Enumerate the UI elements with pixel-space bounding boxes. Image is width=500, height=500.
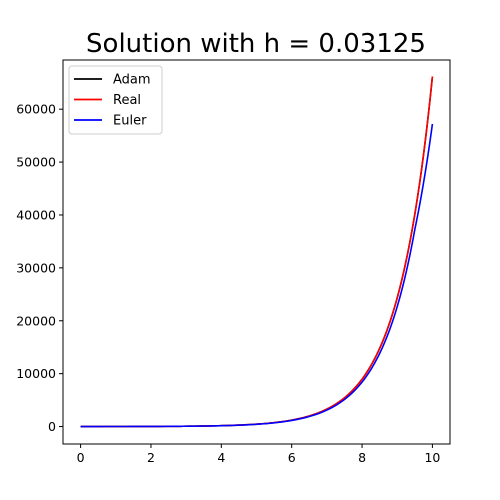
series-lines (80, 76, 434, 428)
x-axis: 0 2 4 6 8 10 (77, 444, 440, 465)
y-tick-label: 30000 (16, 260, 56, 275)
plot-area-frame (62, 59, 451, 445)
legend-box (68, 65, 163, 135)
legend-label-real: Real (113, 93, 141, 108)
y-tick-label: 50000 (16, 155, 56, 170)
legend-label-euler: Euler (113, 114, 147, 129)
x-tick-label: 10 (424, 450, 440, 465)
y-tick-label: 10000 (16, 366, 56, 381)
y-tick-label: 0 (48, 419, 56, 434)
x-tick-label: 8 (358, 450, 366, 465)
x-tick-label: 0 (77, 450, 85, 465)
y-tick-label: 40000 (16, 207, 56, 222)
x-tick-label: 4 (217, 450, 225, 465)
x-tick-label: 2 (147, 450, 155, 465)
y-tick-label: 60000 (16, 102, 56, 117)
legend-label-adam: Adam (113, 73, 151, 88)
chart-title: Solution with h = 0.03125 (86, 29, 426, 59)
y-axis: 0 10000 20000 30000 40000 50000 60000 (16, 102, 63, 434)
legend: Adam Real Euler (68, 65, 163, 135)
x-tick-label: 6 (288, 450, 296, 465)
series-line-euler (80, 123, 434, 428)
y-tick-label: 20000 (16, 313, 56, 328)
